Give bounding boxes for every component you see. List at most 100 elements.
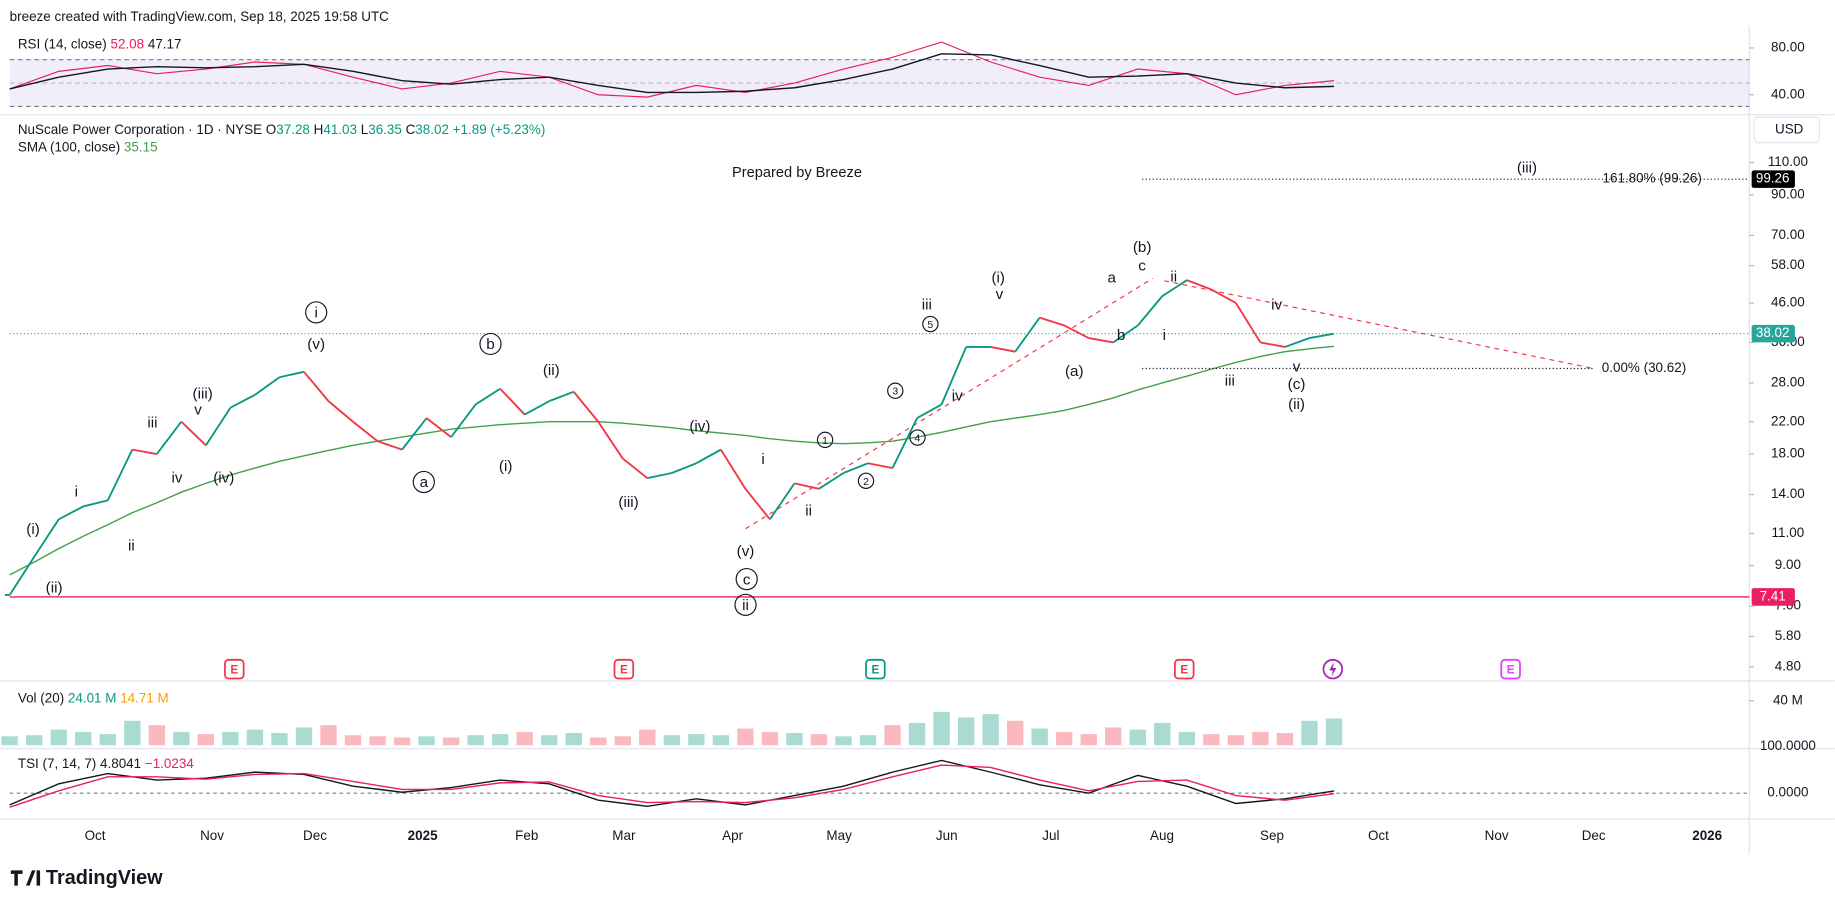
- volume-bar: [1325, 718, 1343, 746]
- volume-bar: [1203, 734, 1220, 746]
- volume-bar: [565, 732, 582, 746]
- earnings-icon: [613, 658, 635, 680]
- volume-bar: [1252, 731, 1269, 746]
- wave-circle: [857, 472, 875, 490]
- x-tick-label: 2026: [1692, 828, 1722, 843]
- price-bar: [475, 387, 501, 406]
- rsi-title: RSI (14, close): [18, 36, 107, 51]
- volume-bar: [1031, 728, 1048, 746]
- tsi-tick-label: 0.0000: [1767, 785, 1808, 800]
- tsi-line: [9, 759, 1335, 807]
- volume-bar: [541, 735, 558, 746]
- wave-label: b: [486, 336, 494, 353]
- volume-legend: Vol (20) 24.01 M 14.71 M: [18, 690, 169, 705]
- price-tick-label: 110.00: [1768, 154, 1808, 169]
- x-tick-label: Feb: [515, 828, 538, 843]
- wave-circle: [305, 301, 328, 324]
- x-tick-label: Nov: [200, 828, 224, 843]
- wave-label: (c): [1288, 376, 1306, 393]
- price-bar: [401, 417, 428, 451]
- rsi-tick-label: 80.00: [1771, 40, 1805, 55]
- wave-label: (i): [26, 521, 39, 538]
- price-tick-label: 11.00: [1772, 525, 1805, 540]
- volume-bar: [442, 737, 460, 746]
- earnings-icon: [1500, 658, 1521, 680]
- price-bar: [1309, 332, 1335, 339]
- wave-circle: [887, 382, 904, 399]
- wave-circle: [734, 593, 757, 616]
- volume-bar: [1080, 734, 1097, 746]
- wave-label: (a): [1065, 363, 1084, 380]
- volume-bar: [320, 725, 337, 746]
- wave-label: a: [1107, 269, 1116, 286]
- sma-value: 35.15: [124, 139, 158, 154]
- wave-label: 2: [863, 476, 869, 488]
- wave-label: 5: [927, 319, 933, 331]
- volume-bar: [222, 731, 239, 746]
- volume-title: Vol (20): [18, 690, 64, 705]
- price-bar: [33, 518, 60, 558]
- earnings-marker: E: [1180, 663, 1188, 676]
- price-bar: [8, 556, 35, 596]
- tsi-tick-label: 100.0000: [1760, 738, 1816, 753]
- ohlc-value: 37.28: [276, 121, 310, 136]
- currency-button[interactable]: [1753, 116, 1821, 144]
- price-bar: [180, 421, 207, 447]
- price-bar: [1186, 279, 1212, 291]
- price-tick-label: 5.80: [1775, 628, 1801, 643]
- price-tick-label: 28.00: [1771, 374, 1805, 389]
- price-tag: [1751, 588, 1795, 606]
- price-tick-label: 22.00: [1771, 413, 1805, 428]
- wave-label: (ii): [46, 579, 63, 596]
- wave-circle: [735, 567, 758, 591]
- wave-label: iv: [952, 388, 963, 405]
- wave-label: (i): [499, 458, 513, 475]
- volume-bar: [688, 734, 705, 746]
- volume-bar: [26, 735, 43, 746]
- volume-bar: [1, 736, 18, 746]
- earnings-icon: [865, 658, 886, 680]
- price-bar: [794, 482, 820, 490]
- ohlc-key: H: [314, 121, 324, 136]
- price-bar: [990, 346, 1016, 353]
- volume-bar: [712, 735, 730, 746]
- wave-label: ii: [742, 597, 749, 614]
- volume-bar: [148, 725, 166, 746]
- price-bar: [1137, 295, 1164, 327]
- volume-bar: [1056, 731, 1073, 746]
- volume-value: 24.01 M: [68, 690, 117, 705]
- price-bar: [1210, 288, 1237, 304]
- price-tick-label: 58.00: [1771, 257, 1805, 272]
- volume-tick-label: 40 M: [1773, 692, 1803, 707]
- volume-bar: [418, 736, 435, 746]
- price-bar: [58, 505, 84, 521]
- price-bar: [818, 472, 845, 490]
- x-tick-label: 2025: [408, 828, 438, 843]
- channel-line: [1164, 280, 1594, 370]
- price-tag-label: 7.41: [1760, 588, 1786, 603]
- price-bar: [744, 488, 771, 520]
- volume-bar: [737, 728, 754, 746]
- currency[interactable]: USD: [1775, 121, 1804, 136]
- wave-label: (iv): [689, 418, 710, 435]
- volume-bar: [1276, 732, 1294, 746]
- volume-bar: [50, 729, 67, 746]
- tsi-value: 4.8041: [100, 755, 141, 770]
- sma-line: [9, 345, 1335, 576]
- wave-label: i: [1163, 327, 1166, 344]
- price-bar: [83, 499, 108, 508]
- volume-bar: [491, 734, 509, 746]
- price-bar: [352, 420, 379, 442]
- wave-label: (b): [1133, 239, 1152, 256]
- price-bar: [940, 346, 967, 405]
- price-tag-label: 38.02: [1756, 325, 1790, 340]
- logo-icon: [10, 870, 41, 886]
- ohlc-value: 38.02: [415, 121, 449, 136]
- volume-bar: [197, 734, 215, 746]
- x-tick-label: Mar: [612, 828, 636, 843]
- volume-bar: [467, 735, 484, 746]
- price-tag: [1751, 324, 1795, 343]
- volume-bar: [271, 732, 288, 746]
- price-tick-label: 18.00: [1771, 446, 1805, 461]
- volume-bar: [884, 725, 901, 746]
